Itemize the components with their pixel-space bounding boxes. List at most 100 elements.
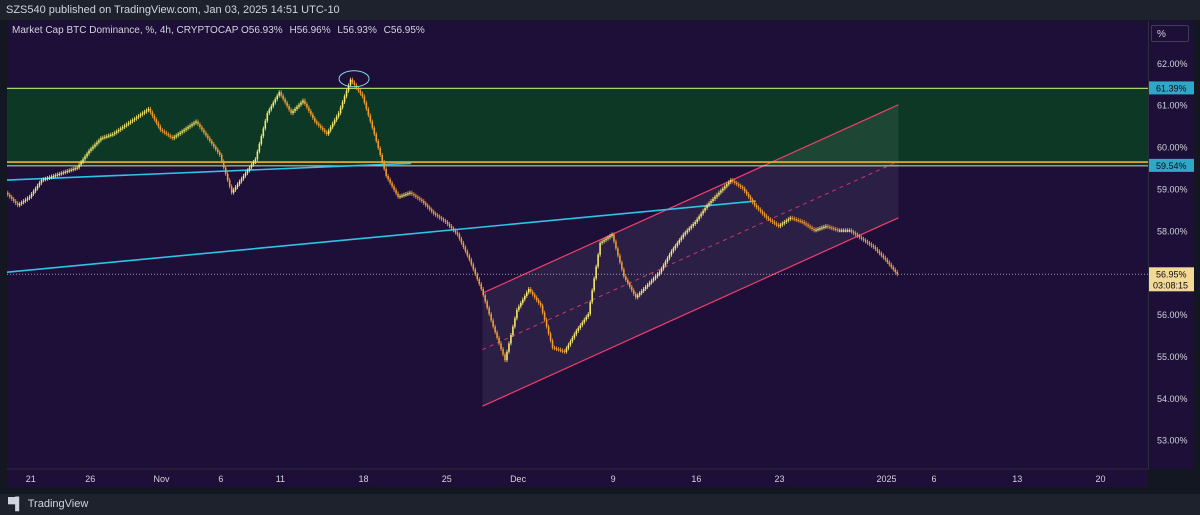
- candle-body: [896, 271, 899, 275]
- candle-body: [90, 148, 92, 151]
- candle-body: [516, 309, 518, 319]
- y-tick-label: 58.00%: [1157, 226, 1188, 236]
- candle-body: [74, 168, 76, 170]
- candle-body: [634, 293, 637, 298]
- candle-body: [827, 226, 829, 228]
- candle-body: [262, 128, 265, 137]
- candle-body: [506, 351, 508, 361]
- candle-body: [92, 146, 94, 149]
- candle-body: [856, 234, 859, 236]
- candle-body: [304, 100, 306, 105]
- candle-body: [799, 220, 801, 222]
- candle-body: [844, 230, 847, 232]
- candle-body: [316, 121, 318, 124]
- candle-body: [325, 131, 328, 135]
- x-tick-label: 13: [1012, 474, 1022, 484]
- candle-body: [94, 144, 96, 147]
- candle-body: [232, 189, 235, 193]
- y-tick-label: 61.00%: [1157, 101, 1188, 111]
- candle-body: [583, 319, 586, 323]
- candle-body: [347, 85, 350, 91]
- candle-body: [759, 209, 762, 212]
- candle-body: [119, 128, 122, 130]
- candle-body: [432, 211, 435, 214]
- candle-body: [848, 230, 851, 232]
- candle-body: [615, 241, 617, 249]
- scale-percent-button[interactable]: %: [1151, 25, 1189, 42]
- candle-body: [405, 194, 407, 196]
- candle-body: [761, 211, 764, 214]
- tradingview-logo-icon: ▀▍: [8, 497, 25, 511]
- candle-body: [662, 265, 665, 269]
- candle-body: [724, 186, 726, 189]
- candle-body: [722, 188, 724, 191]
- candle-body: [880, 253, 883, 256]
- candle-body: [226, 173, 229, 181]
- candle-body: [894, 269, 897, 272]
- candle-body: [688, 228, 691, 231]
- candle-body: [260, 136, 263, 144]
- candle-body: [819, 228, 821, 230]
- candle-body: [282, 95, 284, 100]
- candle-body: [141, 113, 144, 115]
- candle-body: [623, 269, 625, 277]
- candle-body: [70, 169, 72, 171]
- candle-body: [739, 185, 742, 188]
- candle-body: [892, 266, 895, 270]
- candle-body: [337, 113, 340, 117]
- candle-body: [656, 274, 659, 277]
- candle-body: [500, 343, 502, 349]
- chart-plot-area[interactable]: 21 26 Nov 6 11 18 25 Dec 9 16 23 2025 6 13 20: [6, 21, 1148, 487]
- candle-body: [131, 120, 134, 122]
- candle-body: [52, 175, 55, 178]
- candle-body: [290, 109, 292, 114]
- candle-body: [886, 259, 889, 263]
- candle-body: [787, 219, 790, 221]
- candle-body: [220, 154, 223, 162]
- candle-body: [452, 228, 455, 231]
- candle-body: [258, 143, 261, 152]
- candle-body: [591, 290, 593, 303]
- candle-body: [121, 127, 124, 129]
- candle-body: [640, 291, 643, 294]
- candle-body: [240, 178, 243, 182]
- candle-body: [96, 142, 98, 145]
- candle-body: [440, 217, 443, 220]
- x-tick-label: Nov: [154, 474, 171, 484]
- candle-body: [682, 234, 685, 238]
- candle-body: [314, 117, 316, 122]
- candle-body: [720, 190, 722, 193]
- candle-body: [650, 280, 653, 283]
- tradingview-logo[interactable]: ▀▍ TradingView: [8, 497, 88, 511]
- candle-body: [579, 325, 582, 329]
- candle-body: [666, 258, 669, 262]
- candle-body: [533, 294, 536, 298]
- candle-body: [173, 136, 175, 139]
- candle-body: [157, 122, 160, 127]
- candle-body: [524, 295, 526, 300]
- candle-body: [357, 87, 360, 91]
- price-axis[interactable]: 62.00%61.00%60.00%59.00%58.00%57.00%56.0…: [1148, 21, 1194, 469]
- candle-body: [684, 232, 687, 235]
- candle-body: [878, 251, 881, 254]
- candle-body: [771, 220, 774, 222]
- candle-body: [575, 330, 578, 335]
- candle-body: [629, 283, 631, 287]
- candle-body: [450, 226, 453, 229]
- candle-body: [266, 113, 269, 121]
- candle-body: [292, 111, 294, 114]
- candle-body: [323, 129, 326, 132]
- candle-body: [46, 178, 49, 180]
- candle-body: [375, 134, 378, 142]
- candle-body: [595, 266, 597, 279]
- candle-body: [565, 348, 568, 352]
- candle-body: [559, 349, 562, 351]
- candle-body: [868, 242, 871, 245]
- trend-line-2: [6, 162, 412, 181]
- candle-body: [466, 251, 469, 256]
- candle-body: [214, 146, 217, 150]
- candle-body: [40, 180, 43, 183]
- candle-body: [456, 232, 459, 235]
- candle-body: [318, 123, 320, 126]
- candle-body: [710, 201, 712, 204]
